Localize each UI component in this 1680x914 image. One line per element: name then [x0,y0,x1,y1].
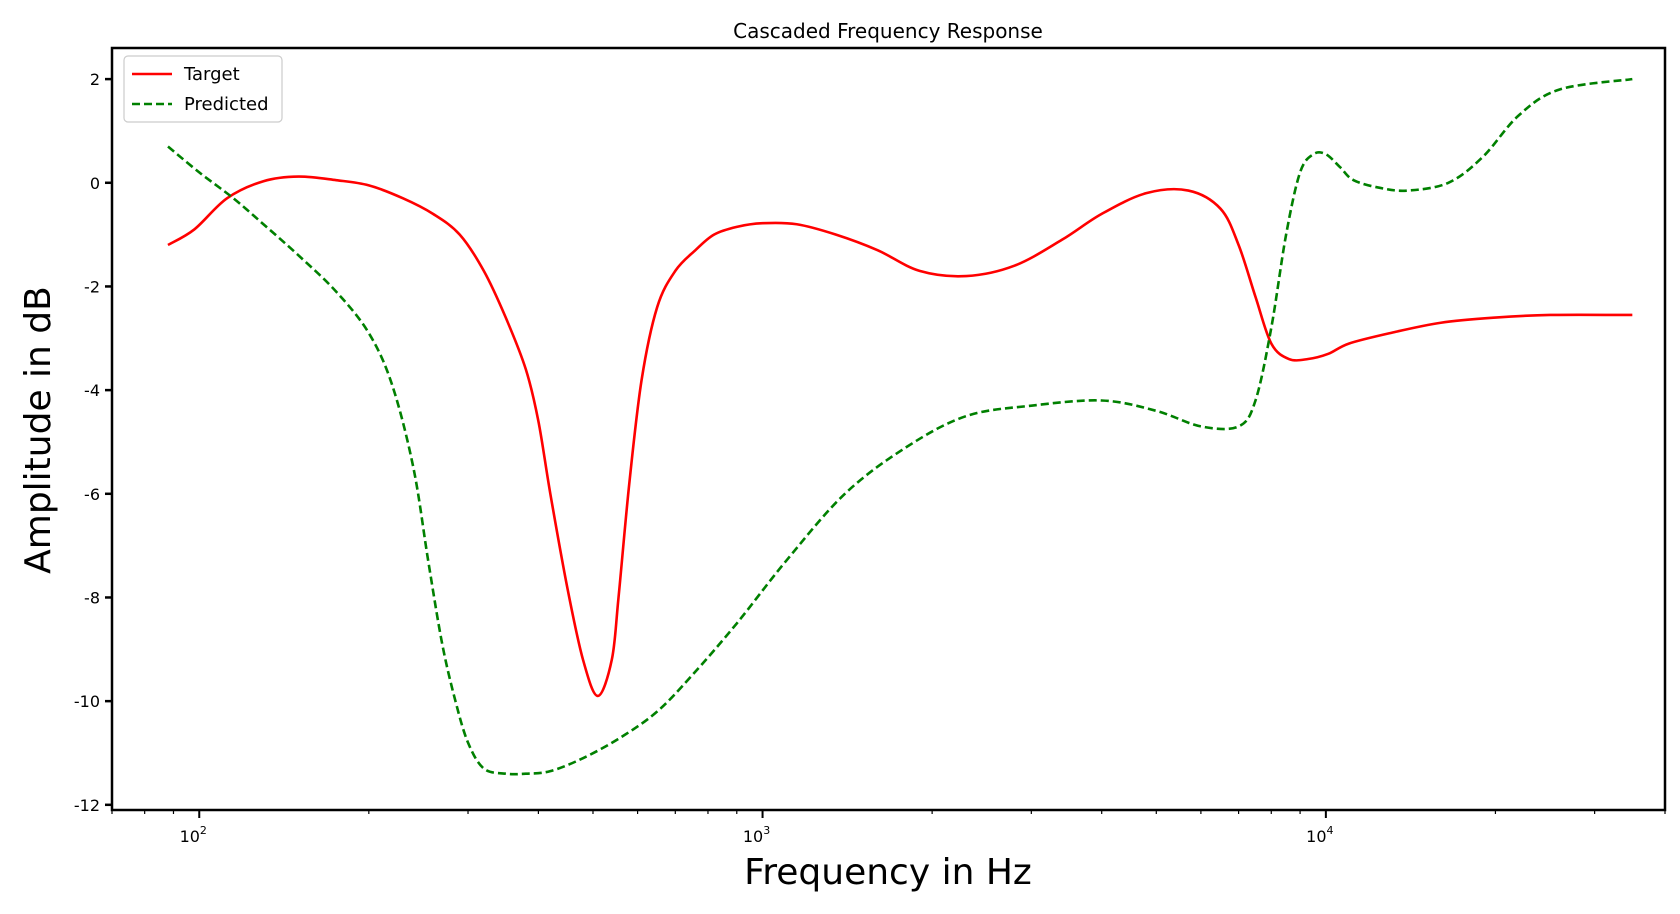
y-tick-label: -10 [74,692,100,711]
series-line-predicted [167,77,1633,776]
legend-box [123,55,283,123]
y-tick-label: -8 [84,588,100,607]
y-tick-label: 0 [90,174,100,193]
y-tick-label: 2 [90,70,100,89]
y-tick-label: -2 [84,277,100,296]
x-tick-label: 104 [1306,824,1333,846]
plot-frame [110,46,1667,812]
legend-label-target: Target [183,64,240,85]
y-axis-label: Amplitude in dB [18,286,59,574]
y-tick-label: -6 [84,485,100,504]
ticks-layer: 2 0 -2 -4 -6 -8 -10 -12 102 103 104 [74,70,1666,846]
legend: Target Predicted [123,55,283,123]
chart-title: Cascaded Frequency Response [733,19,1043,43]
x-axis-label: Frequency in Hz [744,852,1032,893]
x-tick-label: 103 [743,824,770,846]
series-line-target [167,175,1633,698]
x-tick-label: 102 [180,824,207,846]
y-tick-label: -12 [74,796,100,815]
legend-label-predicted: Predicted [184,94,269,115]
series-layer [167,77,1633,776]
y-tick-label: -4 [84,381,100,400]
